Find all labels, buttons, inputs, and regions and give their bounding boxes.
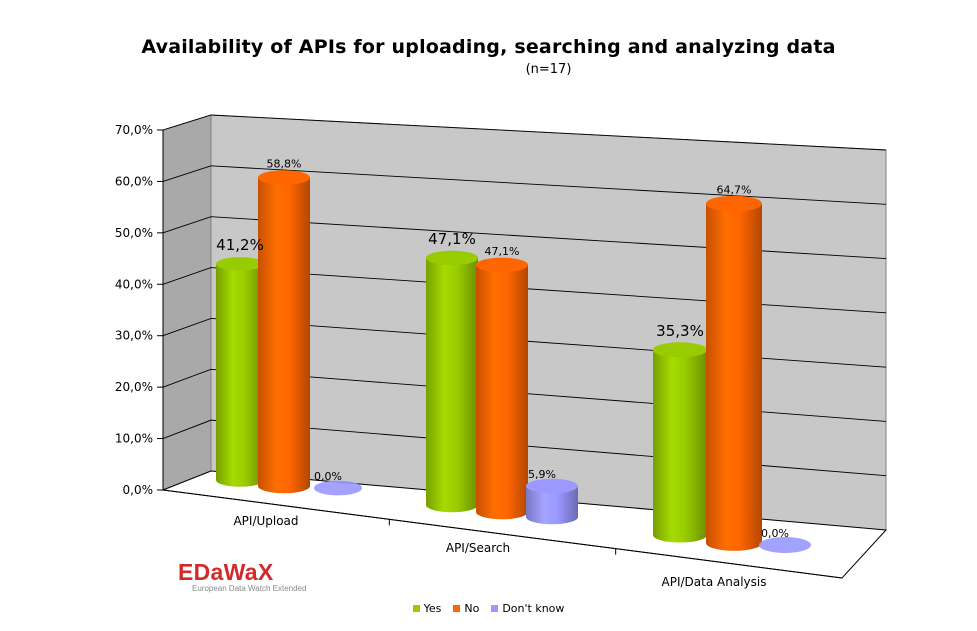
- bar-api-search-no-label: 47,1%: [485, 245, 520, 258]
- bar-api-data-analysis-don-t-know: [759, 536, 811, 554]
- bar-api-search-don-t-know: [526, 478, 578, 525]
- legend-swatch: [491, 605, 499, 612]
- legend-swatch: [412, 605, 420, 612]
- bar-api-upload-no-top: [258, 170, 310, 185]
- gridline: [162, 114, 887, 151]
- chart-title: Availability of APIs for uploading, sear…: [141, 36, 836, 58]
- chart-subtitle: (n=17): [525, 62, 572, 77]
- bar-api-data-analysis-no: [706, 195, 762, 551]
- x-category-label: API/Search: [446, 541, 510, 555]
- x-axis: [162, 489, 843, 579]
- bar-api-upload-yes-body: [216, 263, 264, 487]
- bar-api-upload-yes-label: 41,2%: [216, 236, 264, 254]
- logo-tagline: European Data Watch Extended: [192, 584, 307, 593]
- bar-api-data-analysis-yes-label: 35,3%: [656, 322, 704, 340]
- y-tick-label: 70,0%: [115, 123, 153, 137]
- y-tick-label: 0,0%: [123, 483, 154, 497]
- bar-api-data-analysis-no-body: [706, 203, 762, 551]
- y-tick-label: 60,0%: [115, 174, 153, 188]
- gridline: [162, 165, 887, 205]
- bar-api-search-yes: [426, 250, 478, 513]
- bar-api-search-no-top: [476, 257, 528, 273]
- chart-legend: Yes No Don't know: [0, 602, 977, 615]
- bar-api-search-yes-body: [426, 257, 478, 513]
- bar-api-data-analysis-no-label: 64,7%: [717, 184, 752, 197]
- bar-api-search-don-t-know-top: [526, 478, 578, 494]
- y-tick-label: 40,0%: [115, 277, 153, 291]
- side-wall: [162, 114, 212, 491]
- y-tick-label: 20,0%: [115, 380, 153, 394]
- legend-label: Yes: [423, 602, 442, 615]
- bar-api-search-don-t-know-body: [526, 486, 578, 525]
- bar-api-search-don-t-know-label: 5,9%: [528, 468, 556, 481]
- bar-api-search-yes-top: [426, 250, 478, 266]
- legend-swatch: [453, 605, 461, 612]
- gridline: [162, 267, 887, 314]
- legend-label: Don't know: [502, 602, 565, 615]
- bar-api-upload-yes-top: [216, 257, 264, 271]
- x-category-label: API/Upload: [233, 514, 298, 528]
- bar-api-upload-no-label: 58,8%: [267, 158, 302, 171]
- bar-api-data-analysis-don-t-know-label: 0,0%: [761, 527, 789, 540]
- bar-api-upload-no-body: [258, 177, 310, 494]
- legend-item: Yes: [412, 602, 442, 615]
- bar-api-upload-yes: [216, 257, 264, 487]
- bar-api-search-yes-label: 47,1%: [428, 230, 476, 248]
- bar-api-upload-don-t-know-disc: [314, 480, 362, 496]
- x-category-label: API/Data Analysis: [662, 575, 767, 589]
- logo-name: EDaWaX: [178, 559, 274, 585]
- bar-api-upload-don-t-know-label: 0,0%: [314, 470, 342, 483]
- bar-api-data-analysis-yes-body: [653, 349, 707, 543]
- legend-label: No: [464, 602, 480, 615]
- gridline: [162, 216, 887, 260]
- legend-item: Don't know: [491, 602, 564, 615]
- bar-api-data-analysis-yes: [653, 342, 707, 543]
- y-tick-label: 50,0%: [115, 226, 153, 240]
- bar-api-data-analysis-yes-top: [653, 342, 707, 358]
- bar-api-upload-no: [258, 170, 310, 494]
- edawax-logo: EDaWaX European Data Watch Extended: [178, 560, 306, 594]
- y-tick-label: 30,0%: [115, 329, 153, 343]
- bar-api-upload-don-t-know: [314, 480, 362, 496]
- bar-api-search-no-body: [476, 264, 528, 520]
- legend-item: No: [453, 602, 479, 615]
- bar-api-data-analysis-don-t-know-disc: [759, 536, 811, 554]
- bar-api-data-analysis-no-top: [706, 195, 762, 212]
- bar-api-search-no: [476, 257, 528, 520]
- y-tick-label: 10,0%: [115, 432, 153, 446]
